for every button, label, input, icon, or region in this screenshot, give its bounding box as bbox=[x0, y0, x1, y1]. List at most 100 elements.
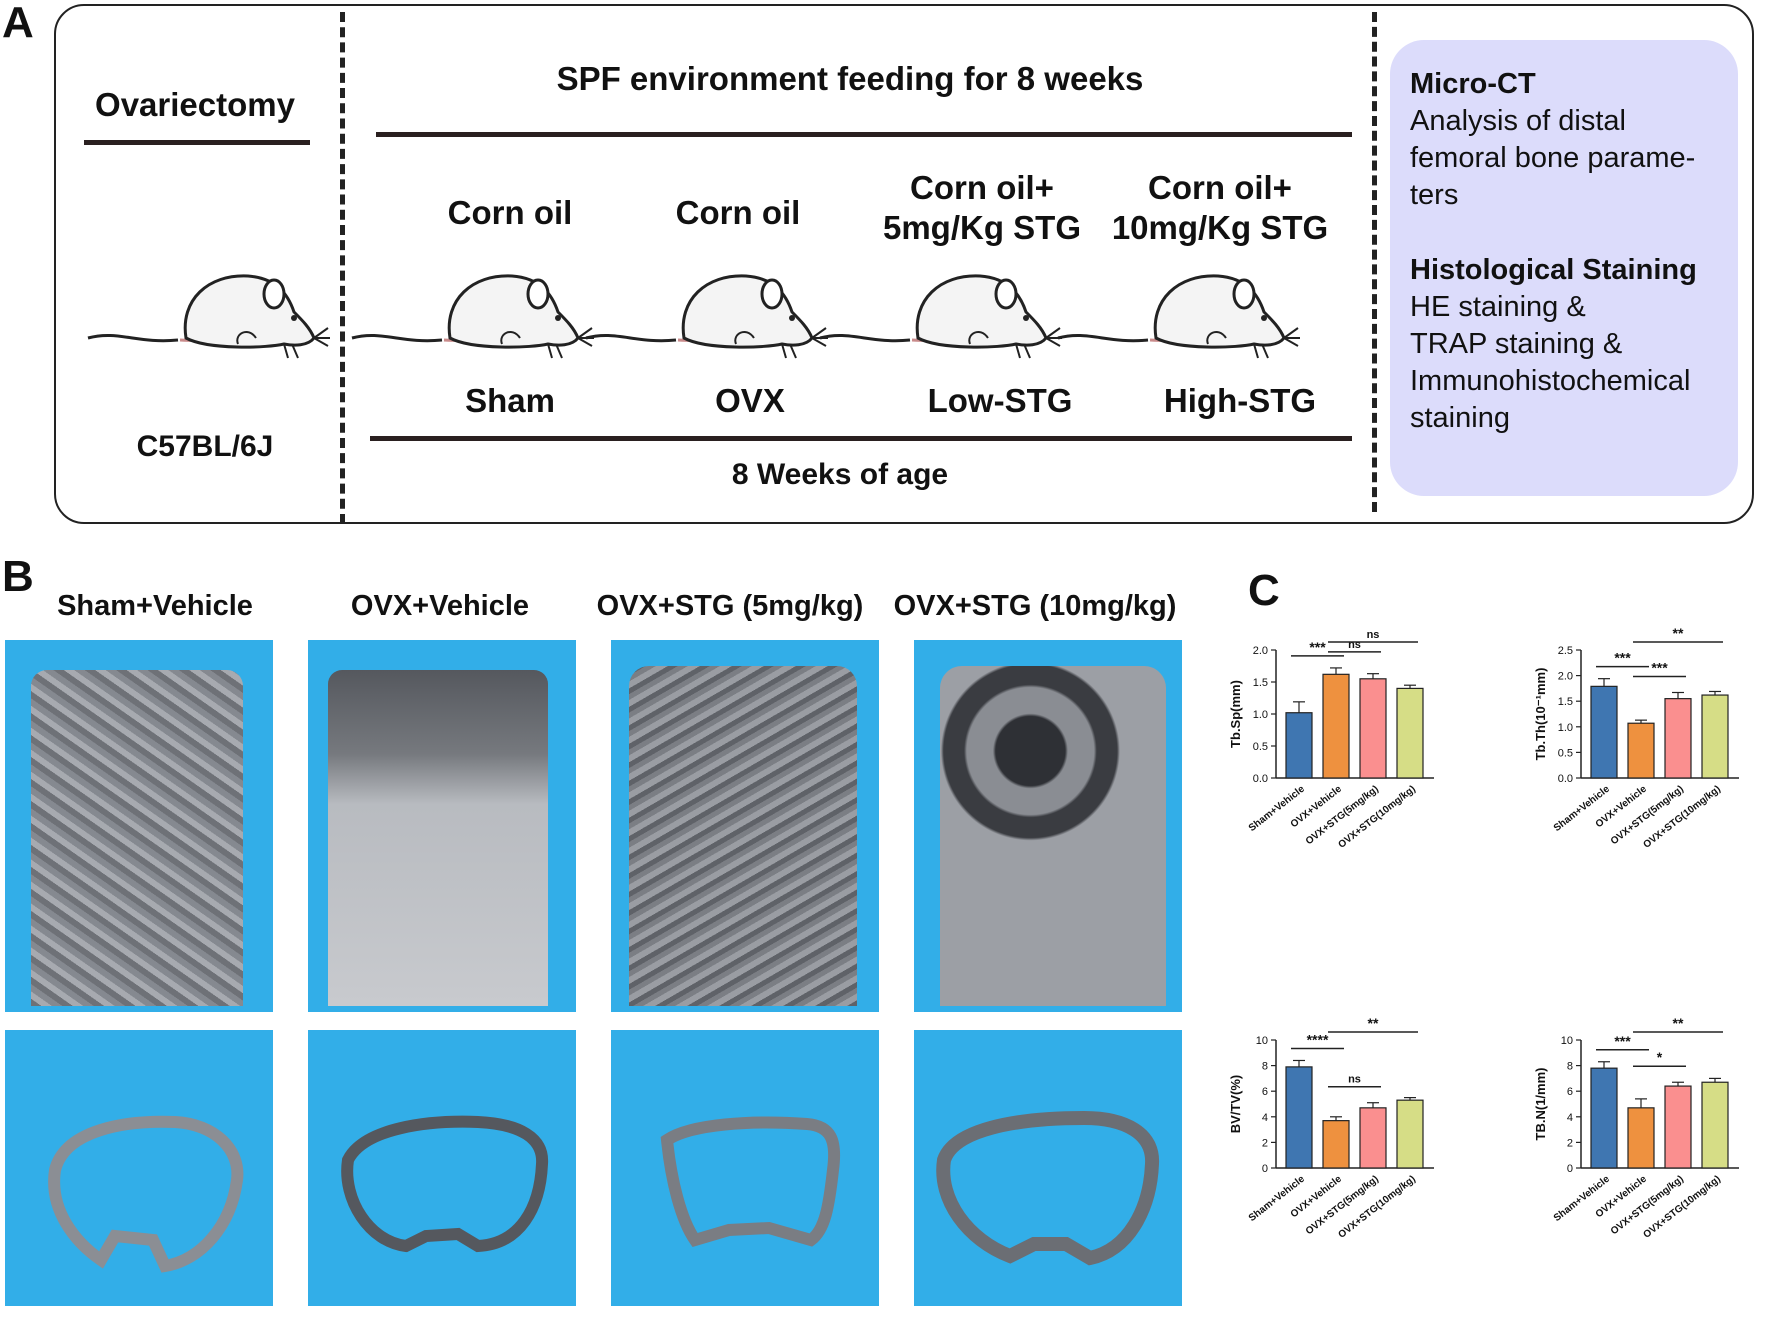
y-tick-label: 6 bbox=[1567, 1086, 1573, 1098]
dashed-divider-left bbox=[340, 12, 345, 524]
y-axis-label: Tb.Th(10⁻¹mm) bbox=[1533, 668, 1548, 761]
y-tick-label: 2.0 bbox=[1253, 645, 1268, 657]
y-tick-label: 6 bbox=[1262, 1086, 1268, 1098]
significance-label: *** bbox=[1309, 639, 1326, 655]
treatment-ovx: Corn oil bbox=[675, 194, 801, 231]
treatment-sham: Corn oil bbox=[447, 194, 573, 231]
ct-longitudinal-stg5 bbox=[611, 640, 879, 1012]
y-axis-label: Tb.Sp(mm) bbox=[1228, 680, 1243, 748]
bar bbox=[1359, 1107, 1387, 1169]
y-tick-label: 8 bbox=[1262, 1061, 1268, 1073]
panel-label-a: A bbox=[2, 0, 34, 47]
ovariectomy-underline bbox=[84, 140, 310, 145]
microct-title: Micro-CT bbox=[1410, 68, 1536, 100]
y-tick-label: 1.0 bbox=[1253, 709, 1268, 721]
feeding-label: SPF environment feeding for 8 weeks bbox=[556, 60, 1144, 97]
y-tick-label: 0.5 bbox=[1558, 747, 1573, 759]
bar bbox=[1701, 1081, 1729, 1169]
bar bbox=[1396, 687, 1424, 779]
y-tick-label: 1.5 bbox=[1253, 677, 1268, 689]
ct-cross-ovx bbox=[308, 1030, 576, 1306]
treatment-high-stg-line1: Corn oil+ bbox=[1148, 169, 1292, 206]
chart-tb-sp: 0.00.51.01.52.0Tb.Sp(mm)Sham+VehicleOVX+… bbox=[1228, 629, 1434, 851]
y-tick-label: 2.5 bbox=[1558, 645, 1573, 657]
panel-label-b: B bbox=[2, 552, 34, 601]
treatment-low-stg-line2: 5mg/Kg STG bbox=[882, 209, 1082, 246]
y-axis-label: BV/TV(%) bbox=[1228, 1075, 1243, 1134]
y-tick-label: 0.0 bbox=[1558, 773, 1573, 785]
header-sham-vehicle: Sham+Vehicle bbox=[57, 590, 253, 622]
y-tick-label: 2.0 bbox=[1558, 671, 1573, 683]
chart-tb-th: 0.00.51.01.52.02.5Tb.Th(10⁻¹mm)Sham+Vehi… bbox=[1533, 625, 1739, 851]
mouse-icon bbox=[1056, 274, 1302, 360]
treatment-low-stg-line1: Corn oil+ bbox=[910, 169, 1054, 206]
group-low-stg: Low-STG bbox=[927, 382, 1073, 419]
bar bbox=[1285, 1066, 1313, 1169]
y-tick-label: 1.5 bbox=[1558, 696, 1573, 708]
bar bbox=[1627, 722, 1655, 779]
microct-line-3: ters bbox=[1410, 179, 1459, 211]
header-ovx-stg-5: OVX+STG (5mg/kg) bbox=[596, 590, 864, 622]
age-label: 8 Weeks of age bbox=[731, 458, 949, 491]
y-tick-label: 0.0 bbox=[1253, 773, 1268, 785]
strain-label: C57BL/6J bbox=[136, 430, 274, 463]
significance-label: *** bbox=[1614, 650, 1631, 666]
significance-label: ns bbox=[1348, 639, 1361, 651]
group-sham: Sham bbox=[465, 382, 555, 419]
ct-cross-sham bbox=[5, 1030, 273, 1306]
significance-label: * bbox=[1657, 1049, 1663, 1065]
scheme-box bbox=[54, 4, 1754, 524]
bar bbox=[1701, 694, 1729, 779]
significance-label: *** bbox=[1614, 1033, 1631, 1049]
bar bbox=[1322, 1120, 1350, 1169]
mouse-icon bbox=[818, 274, 1064, 360]
significance-label: ** bbox=[1673, 625, 1684, 641]
ct-longitudinal-ovx bbox=[308, 640, 576, 1012]
panel-label-c: C bbox=[1248, 566, 1280, 615]
histo-line-2: TRAP staining & bbox=[1410, 328, 1623, 360]
treatment-high-stg: Corn oil+ 10mg/Kg STG bbox=[1100, 168, 1340, 248]
significance-label: ns bbox=[1367, 629, 1380, 641]
y-tick-label: 0 bbox=[1567, 1163, 1573, 1175]
bar bbox=[1590, 1067, 1618, 1169]
bar bbox=[1590, 685, 1618, 779]
y-tick-label: 0.5 bbox=[1253, 741, 1268, 753]
y-tick-label: 1.0 bbox=[1558, 722, 1573, 734]
y-tick-label: 2 bbox=[1262, 1137, 1268, 1149]
histo-line-1: HE staining & bbox=[1410, 291, 1586, 323]
mouse-icon bbox=[584, 274, 830, 360]
group-high-stg: High-STG bbox=[1163, 382, 1317, 419]
y-tick-label: 10 bbox=[1256, 1035, 1268, 1047]
y-axis-label: TB.N(1/mm) bbox=[1533, 1068, 1548, 1141]
histo-line-4: staining bbox=[1410, 402, 1510, 434]
mice-illustrations bbox=[86, 274, 1302, 360]
y-tick-label: 10 bbox=[1561, 1035, 1573, 1047]
chart-bv-tv: 0246810BV/TV(%)Sham+VehicleOVX+VehicleOV… bbox=[1228, 1015, 1434, 1241]
significance-label: *** bbox=[1651, 659, 1668, 675]
age-line bbox=[370, 436, 1352, 441]
feeding-line bbox=[376, 132, 1352, 137]
histo-line-3: Immunohistochemical bbox=[1410, 365, 1691, 397]
mouse-icon bbox=[86, 274, 332, 360]
ovariectomy-label: Ovariectomy bbox=[95, 86, 295, 123]
header-ovx-stg-10: OVX+STG (10mg/kg) bbox=[893, 590, 1177, 622]
y-tick-label: 4 bbox=[1567, 1112, 1573, 1124]
bar bbox=[1359, 678, 1387, 779]
dashed-divider-right bbox=[1372, 12, 1377, 512]
ct-longitudinal-stg10 bbox=[914, 640, 1182, 1012]
group-ovx: OVX bbox=[715, 382, 785, 419]
mouse-icon bbox=[350, 274, 596, 360]
bar bbox=[1627, 1107, 1655, 1169]
chart-tb-n: 0246810TB.N(1/mm)Sham+VehicleOVX+Vehicle… bbox=[1533, 1015, 1739, 1241]
bar bbox=[1285, 712, 1313, 779]
significance-label: ** bbox=[1368, 1015, 1379, 1031]
bar bbox=[1322, 673, 1350, 779]
header-ovx-vehicle: OVX+Vehicle bbox=[350, 590, 530, 622]
y-tick-label: 8 bbox=[1567, 1061, 1573, 1073]
bar bbox=[1396, 1099, 1424, 1169]
ct-cross-stg5 bbox=[611, 1030, 879, 1306]
ct-cross-stg10 bbox=[914, 1030, 1182, 1306]
histo-title: Histological Staining bbox=[1410, 254, 1697, 286]
y-tick-label: 4 bbox=[1262, 1112, 1268, 1124]
significance-label: ns bbox=[1348, 1074, 1361, 1086]
